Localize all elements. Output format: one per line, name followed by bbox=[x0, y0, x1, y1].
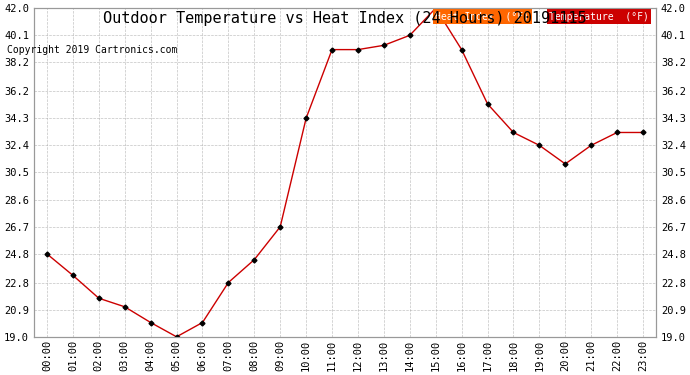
Text: Temperature  (°F): Temperature (°F) bbox=[549, 12, 649, 22]
Text: Heat Index  (°F): Heat Index (°F) bbox=[435, 12, 529, 22]
Text: Outdoor Temperature vs Heat Index (24 Hours) 20191115: Outdoor Temperature vs Heat Index (24 Ho… bbox=[104, 11, 586, 26]
Text: Copyright 2019 Cartronics.com: Copyright 2019 Cartronics.com bbox=[7, 45, 177, 55]
